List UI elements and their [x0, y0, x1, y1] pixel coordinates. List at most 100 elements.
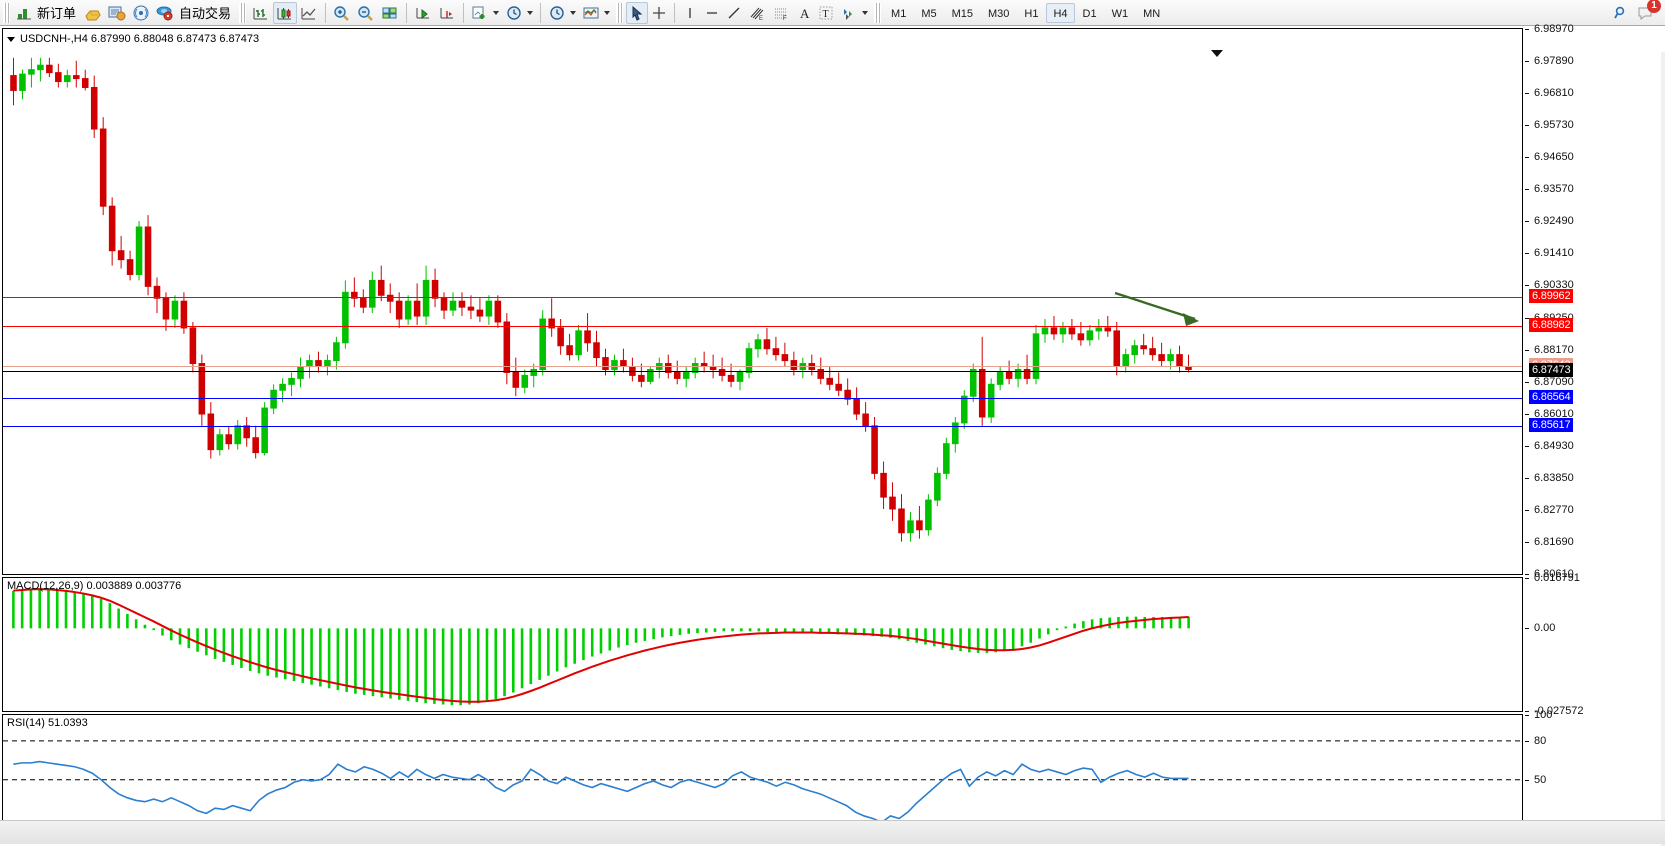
autotrading-icon[interactable] — [153, 2, 177, 24]
price-level-line-3[interactable] — [3, 371, 1522, 373]
text-label-icon[interactable]: T — [815, 2, 837, 24]
timeframe-d1[interactable]: D1 — [1082, 7, 1097, 20]
price-tick: 6.93570 — [1525, 183, 1574, 195]
rsi-plot — [3, 740, 1522, 825]
price-level-line-2[interactable] — [3, 366, 1522, 368]
price-tick: 6.97890 — [1525, 55, 1574, 67]
price-level-line-0[interactable] — [3, 297, 1522, 299]
auto-scroll-icon[interactable] — [435, 2, 459, 24]
timeframe-mn[interactable]: MN — [1143, 7, 1161, 20]
market-watch-icon[interactable] — [105, 2, 129, 24]
price-level-line-5[interactable] — [3, 426, 1522, 428]
price-level-line-1[interactable] — [3, 326, 1522, 328]
price-tick: 6.87090 — [1525, 376, 1574, 388]
period-clock-icon[interactable] — [502, 2, 526, 24]
macd-plot — [12, 588, 1190, 706]
candlestick-chart-icon[interactable] — [273, 1, 298, 24]
new-chart-caret-icon[interactable] — [493, 10, 500, 15]
rsi-tick: 100 — [1525, 709, 1552, 721]
zoom-out-icon[interactable] — [354, 2, 378, 24]
period-caret-icon[interactable] — [527, 10, 534, 15]
trendline-icon[interactable] — [723, 2, 745, 24]
macd-pane[interactable]: MACD(12,26,9) 0.003889 0.003776 — [2, 577, 1523, 712]
timeframe-h1[interactable]: H1 — [1024, 7, 1039, 20]
timeframe-group: M1 M5 M15 M30 H1 H4 D1 W1 MN — [884, 2, 1167, 23]
zoom-in-icon[interactable] — [330, 2, 354, 24]
price-tick: 6.92490 — [1525, 215, 1574, 227]
toolbar-separator-1 — [325, 2, 327, 23]
right-edge — [1661, 52, 1665, 846]
timeframe-m30[interactable]: M30 — [988, 7, 1010, 20]
signal-icon[interactable] — [129, 2, 153, 24]
new-chart-icon[interactable] — [468, 2, 492, 24]
price-tick: 6.96810 — [1525, 87, 1574, 99]
chart-dropdown-icon[interactable] — [7, 36, 15, 42]
svg-text:T: T — [823, 9, 829, 20]
price-level-label-1: 6.88982 — [1529, 318, 1574, 333]
price-level-label-3: 6.87473 — [1529, 363, 1574, 378]
period-caret2-icon[interactable] — [570, 10, 577, 15]
svg-text:E: E — [759, 16, 763, 21]
toolbar-separator-5 — [674, 2, 676, 23]
cursor-icon[interactable] — [626, 1, 649, 24]
timeframe-h4[interactable]: H4 — [1046, 2, 1075, 23]
rsi-label: RSI(14) 51.0393 — [7, 717, 88, 729]
rsi-tick: 80 — [1525, 735, 1546, 747]
toolbar-grip[interactable] — [3, 2, 10, 23]
period-clock2-icon[interactable] — [545, 2, 569, 24]
price-tick: 6.95730 — [1525, 119, 1574, 131]
price-level-line-4[interactable] — [3, 398, 1522, 400]
indicators-caret-icon[interactable] — [604, 10, 611, 15]
autotrading-label[interactable]: 自动交易 — [179, 6, 232, 21]
price-scale[interactable]: 6.98970 6.97890 6.96810 6.95730 6.94650 6.935… — [1525, 23, 1663, 580]
crosshair-icon[interactable] — [648, 2, 670, 24]
macd-label: MACD(12,26,9) 0.003889 0.003776 — [7, 580, 182, 592]
price-level-label-5: 6.85617 — [1529, 418, 1574, 433]
timeframe-m5[interactable]: M5 — [921, 7, 937, 20]
price-tick: 6.90330 — [1525, 279, 1574, 291]
price-pane[interactable]: USDCNH-,H4 6.87990 6.88048 6.87473 6.874… — [2, 28, 1523, 575]
tile-windows-icon[interactable] — [378, 2, 402, 24]
toolbar-grip-3[interactable] — [616, 2, 624, 23]
arrows-caret-icon[interactable] — [862, 10, 869, 15]
svg-text:F: F — [783, 16, 787, 21]
timeframe-m1[interactable]: M1 — [891, 7, 907, 20]
rsi-pane[interactable]: RSI(14) 51.0393 — [2, 714, 1523, 826]
new-order-label[interactable]: 新订单 — [37, 6, 77, 21]
macd-scale[interactable]: 0.016791 0.00 -0.027572 — [1525, 572, 1663, 717]
line-chart-icon[interactable] — [297, 2, 321, 24]
timeframe-m15[interactable]: M15 — [951, 7, 973, 20]
gold-bar-icon[interactable] — [81, 2, 105, 24]
indicators-icon[interactable] — [579, 2, 603, 24]
price-tick: 6.86010 — [1525, 408, 1574, 420]
horizontal-line-icon[interactable] — [701, 2, 723, 24]
fibonacci-icon[interactable]: F — [769, 2, 793, 24]
toolbar-grip-2[interactable] — [239, 2, 247, 23]
chart-area: USDCNH-,H4 6.87990 6.88048 6.87473 6.874… — [0, 23, 1665, 846]
price-tick: 6.94650 — [1525, 151, 1574, 163]
arrows-icon[interactable] — [837, 2, 861, 24]
search-icon[interactable] — [1609, 2, 1633, 24]
price-tick: 6.83850 — [1525, 472, 1574, 484]
price-tick: 6.81690 — [1525, 536, 1574, 548]
new-order-icon[interactable] — [13, 2, 35, 24]
toolbar-grip-4[interactable] — [874, 2, 882, 23]
price-level-label-0: 6.89962 — [1529, 289, 1574, 304]
timeframe-w1[interactable]: W1 — [1111, 7, 1129, 20]
equidistant-channel-icon[interactable]: E — [745, 2, 769, 24]
price-tick: 6.84930 — [1525, 440, 1574, 452]
chart-shift-icon[interactable] — [411, 2, 435, 24]
chart-header[interactable]: USDCNH-,H4 6.87990 6.88048 6.87473 6.874… — [7, 33, 259, 45]
chart-top-marker-icon — [1211, 50, 1223, 57]
notification-count: 1 — [1647, 0, 1661, 13]
macd-tick: 0.00 — [1525, 622, 1555, 634]
price-tick: 6.82770 — [1525, 504, 1574, 516]
text-icon[interactable]: A — [793, 2, 815, 24]
macd-tick: 0.016791 — [1525, 572, 1580, 584]
svg-text:A: A — [800, 6, 810, 21]
rsi-scale[interactable]: 100805015 — [1525, 709, 1663, 831]
vertical-line-icon[interactable] — [679, 2, 701, 24]
bar-chart-icon[interactable] — [249, 2, 273, 24]
toolbar-separator-4 — [540, 2, 542, 23]
notifications-icon[interactable]: 1 — [1633, 0, 1661, 24]
